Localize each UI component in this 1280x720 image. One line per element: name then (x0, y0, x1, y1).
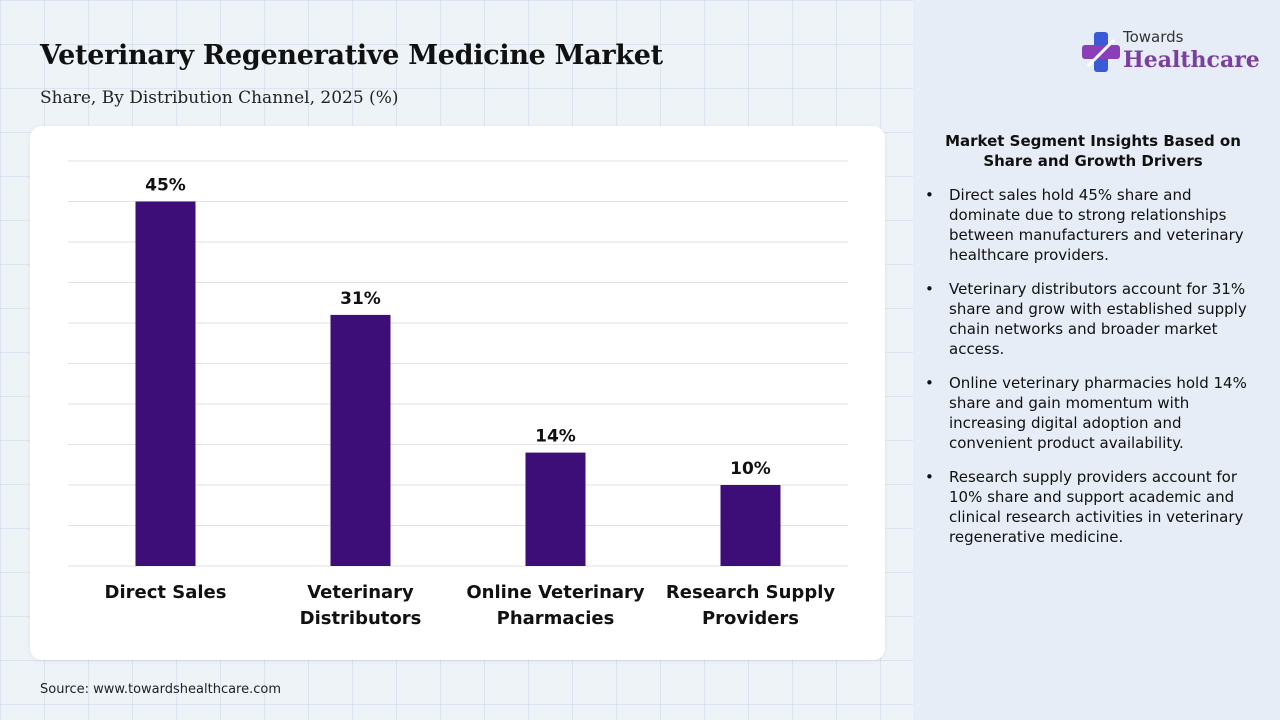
source-note: Source: www.towardshealthcare.com (40, 682, 282, 697)
category-label: Direct Sales (105, 582, 227, 603)
chart-subtitle: Share, By Distribution Channel, 2025 (%) (40, 88, 399, 108)
bullet-icon: • (925, 280, 934, 298)
insights-panel: Towards Healthcare Market Segment Insigh… (913, 0, 1280, 720)
insight-item: • Research supply providers account for 1… (925, 467, 1265, 547)
data-label: 10% (730, 459, 771, 479)
category-label: Veterinary (307, 582, 414, 603)
category-label: Distributors (300, 608, 422, 629)
category-label: Research Supply (666, 582, 835, 603)
logo-text-towards: Towards (1123, 28, 1184, 46)
bullet-icon: • (925, 468, 934, 486)
cross-plus-icon (1082, 32, 1120, 72)
data-label: 14% (535, 427, 576, 447)
insight-item: • Direct sales hold 45% share and dominat… (925, 185, 1265, 265)
bullet-icon: • (925, 374, 934, 392)
data-label: 31% (340, 289, 381, 309)
bar (720, 485, 781, 566)
insight-text: Veterinary distributors account for 31% … (949, 280, 1247, 358)
bullet-icon: • (925, 186, 934, 204)
insight-text: Direct sales hold 45% share and dominate… (949, 186, 1244, 264)
insight-item: • Veterinary distributors account for 31%… (925, 279, 1265, 359)
insight-text: Research supply providers account for 10… (949, 468, 1244, 546)
category-label: Online Veterinary (466, 582, 645, 603)
bar (525, 452, 586, 566)
bar (330, 314, 391, 566)
bar-chart: 45% Direct Sales 31% Veterinary Distributors… (68, 160, 848, 629)
category-label: Pharmacies (497, 608, 615, 629)
towards-healthcare-logo[interactable]: Towards Healthcare (1081, 28, 1261, 78)
chart-title: Veterinary Regenerative Medicine Market (40, 40, 663, 71)
insights-list: • Direct sales hold 45% share and dominat… (925, 185, 1265, 561)
category-label: Providers (702, 608, 799, 629)
insight-item: • Online veterinary pharmacies hold 14% s… (925, 373, 1265, 453)
insight-text: Online veterinary pharmacies hold 14% sh… (949, 374, 1247, 452)
insights-title: Market Segment Insights Based on Share a… (945, 132, 1241, 170)
chart-card: 45% Direct Sales 31% Veterinary Distributors… (30, 126, 885, 660)
bar (135, 201, 196, 566)
data-label: 45% (145, 176, 186, 196)
logo-text-healthcare: Healthcare (1123, 47, 1260, 73)
